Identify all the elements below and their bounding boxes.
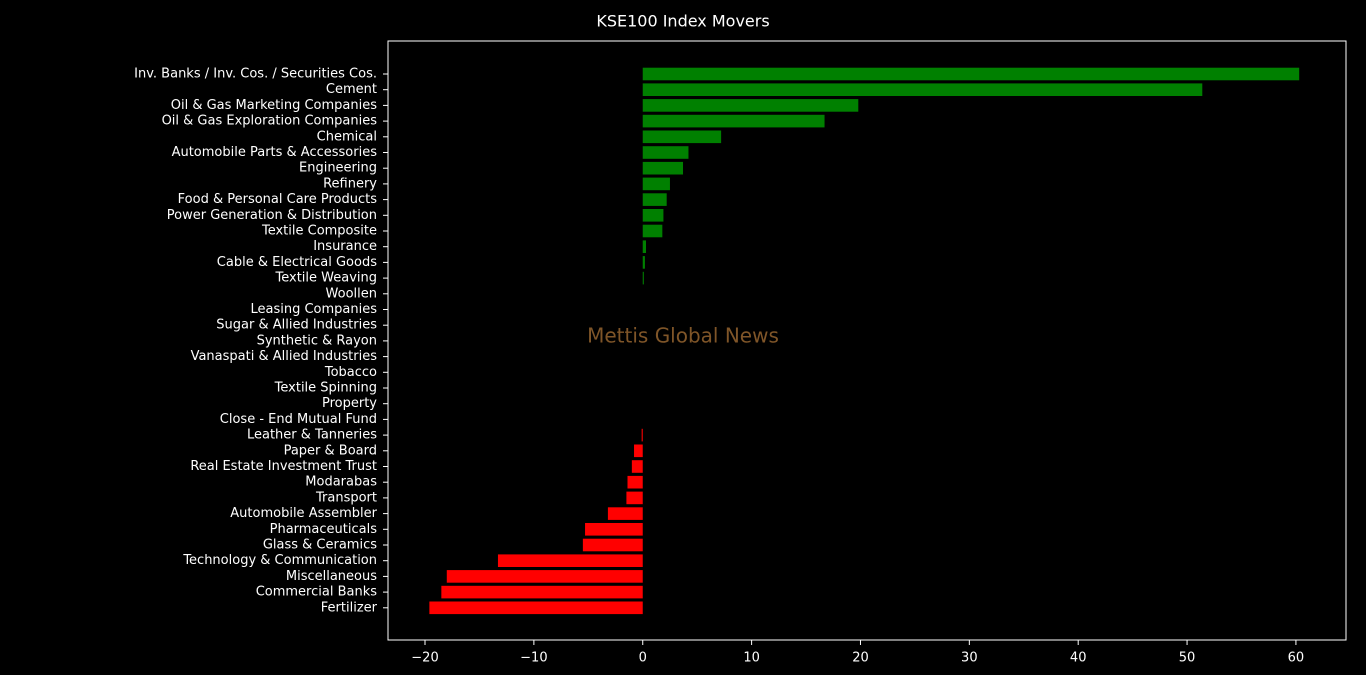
y-tick-label: Power Generation & Distribution: [167, 208, 377, 223]
bar: [626, 491, 643, 505]
y-tick-label: Close - End Mutual Fund: [220, 412, 377, 427]
y-tick-label: Automobile Assembler: [230, 506, 377, 521]
bar: [642, 271, 644, 285]
bar: [634, 444, 643, 458]
y-tick-label: Automobile Parts & Accessories: [172, 145, 378, 160]
bar: [497, 554, 643, 567]
y-tick-label: Property: [322, 396, 377, 411]
y-tick-label: Vanaspati & Allied Industries: [191, 349, 378, 364]
y-tick-label: Food & Personal Care Products: [178, 192, 378, 207]
y-tick-label: Cable & Electrical Goods: [217, 255, 377, 270]
bar: [429, 601, 643, 615]
bar: [607, 507, 643, 520]
bar: [642, 83, 1203, 96]
y-tick-label: Commercial Banks: [256, 585, 378, 600]
x-tick-label: 0: [639, 651, 647, 666]
y-tick-label: Cement: [326, 82, 377, 97]
watermark: Mettis Global News: [587, 324, 779, 348]
y-tick-label: Sugar & Allied Industries: [216, 318, 377, 333]
bar: [642, 177, 670, 191]
y-tick-label: Woollen: [326, 286, 377, 301]
bar: [641, 428, 643, 442]
y-tick-label: Oil & Gas Marketing Companies: [171, 98, 377, 113]
x-tick-label: 50: [1179, 651, 1196, 666]
bar: [631, 460, 643, 473]
y-tick-label: Textile Spinning: [274, 381, 377, 396]
bar: [642, 130, 722, 144]
y-tick-label: Leasing Companies: [250, 302, 377, 317]
x-tick-label: 60: [1288, 651, 1305, 666]
bar: [642, 240, 647, 253]
y-tick-label: Fertilizer: [321, 600, 378, 615]
x-tick-label: −10: [520, 651, 547, 666]
y-tick-label: Technology & Communication: [182, 553, 377, 568]
bar: [642, 209, 664, 222]
y-tick-label: Leather & Tanneries: [247, 428, 377, 443]
bar: [642, 114, 825, 128]
plot-frame: [387, 40, 1347, 641]
y-tick-label: Transport: [315, 490, 377, 505]
y-tick-label: Miscellaneous: [286, 569, 377, 584]
bar: [642, 99, 859, 112]
bar: [441, 585, 643, 599]
y-tick-label: Inv. Banks / Inv. Cos. / Securities Cos.: [134, 67, 377, 82]
bar: [642, 67, 1300, 81]
bar: [642, 193, 667, 206]
chart-title: KSE100 Index Movers: [596, 12, 769, 31]
y-tick-label: Glass & Ceramics: [263, 538, 377, 553]
y-tick-label: Textile Weaving: [275, 271, 378, 286]
x-tick-label: 40: [1070, 651, 1087, 666]
y-tick-label: Chemical: [317, 129, 377, 144]
y-tick-label: Real Estate Investment Trust: [190, 459, 377, 474]
y-tick-label: Oil & Gas Exploration Companies: [162, 114, 378, 129]
y-tick-label: Engineering: [299, 161, 377, 176]
bar: [582, 538, 643, 552]
bar: [642, 256, 645, 269]
bar: [642, 224, 663, 238]
y-tick-label: Refinery: [323, 176, 377, 191]
x-tick-label: 30: [961, 651, 978, 666]
bar: [446, 570, 643, 583]
y-tick-label: Synthetic & Rayon: [257, 333, 377, 348]
y-tick-label: Tobacco: [324, 365, 377, 380]
bar: [642, 146, 689, 159]
x-tick-label: −20: [411, 651, 438, 666]
y-tick-label: Modarabas: [305, 475, 377, 490]
y-tick-label: Insurance: [313, 239, 377, 254]
x-tick-label: 20: [852, 651, 869, 666]
bar: [642, 161, 684, 175]
y-tick-label: Textile Composite: [261, 224, 377, 239]
y-tick-label: Paper & Board: [284, 443, 377, 458]
y-tick-label: Pharmaceuticals: [270, 522, 378, 537]
bar: [627, 475, 643, 489]
bar: [585, 523, 643, 536]
x-tick-label: 10: [743, 651, 760, 666]
